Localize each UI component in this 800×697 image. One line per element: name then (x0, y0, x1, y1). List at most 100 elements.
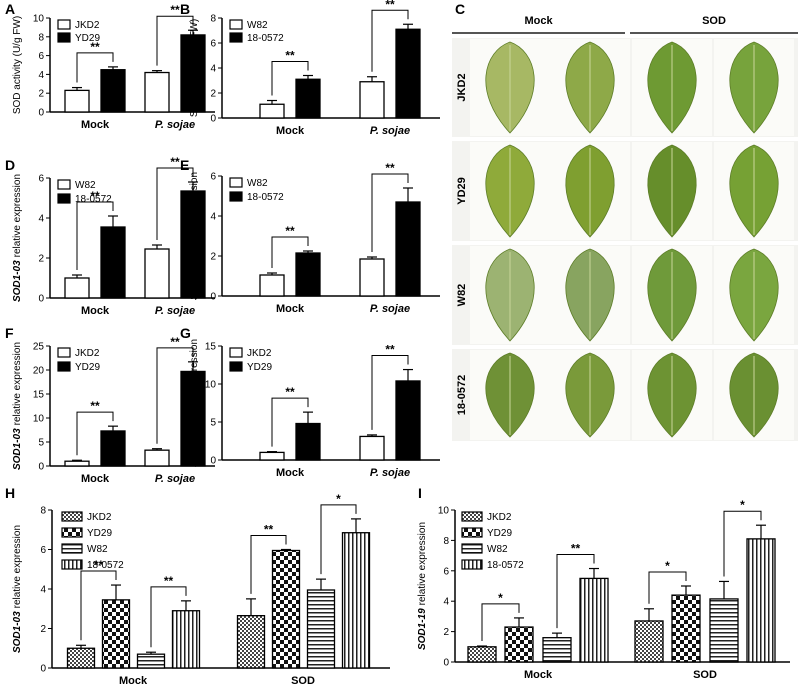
bar (259, 274, 285, 297)
legend-swatch (57, 179, 71, 190)
column-header: Mock (524, 15, 553, 27)
significance-label: ** (264, 523, 274, 537)
legend-label: W82 (247, 20, 268, 31)
y-axis-label-text: relative expression (417, 522, 428, 605)
y-tick-label: 0 (210, 456, 216, 467)
y-axis-label-gene: SOD1-19 (189, 258, 200, 300)
legend-swatch (57, 32, 71, 43)
significance-label: ** (164, 574, 174, 588)
significance-bracket (271, 61, 309, 96)
y-tick-label: 4 (38, 214, 44, 225)
bar (236, 615, 266, 669)
bar (144, 248, 170, 299)
bar (359, 435, 385, 461)
x-tick-label: Mock (81, 305, 110, 317)
y-tick-label: 2 (210, 89, 216, 100)
y-tick-label: 2 (38, 89, 44, 100)
significance-bracket (271, 397, 309, 447)
x-tick-label: Mock (276, 125, 305, 137)
bar (295, 422, 321, 461)
legend-swatch (229, 177, 243, 188)
bar (746, 538, 776, 663)
y-axis-label: SOD1-19 relative expression (417, 522, 428, 650)
legend-swatch (61, 527, 83, 538)
y-tick-label: 0 (40, 664, 46, 675)
y-axis-label-text: SOD activity (U/g FW) (189, 19, 200, 117)
legend-swatch (57, 19, 71, 30)
significance-bracket (723, 510, 762, 577)
y-tick-label: 6 (38, 174, 44, 185)
legend-label: W82 (487, 544, 508, 555)
x-tick-label: Mock (276, 303, 305, 315)
panel-letter: I (418, 485, 422, 501)
bar (144, 449, 170, 467)
x-tick-label: SOD (693, 669, 717, 681)
significance-bracket (150, 586, 187, 648)
significance-bracket (76, 201, 114, 270)
x-tick-label: Mock (276, 467, 305, 479)
y-tick-label: 4 (38, 70, 44, 81)
significance-label: ** (571, 542, 581, 556)
bar (341, 532, 371, 669)
significance-bracket (556, 554, 595, 629)
significance-bracket (156, 347, 194, 444)
y-tick-label: 10 (438, 506, 450, 517)
significance-bracket (250, 535, 287, 594)
significance-bracket (371, 173, 409, 252)
legend-swatch (461, 511, 483, 522)
row-label: JKD2 (456, 73, 468, 101)
significance-bracket (648, 571, 687, 604)
y-tick-label: 25 (33, 342, 45, 353)
y-axis-label: SOD1-03 relative expression (12, 525, 23, 653)
row-label: 18-0572 (456, 375, 468, 415)
y-axis-label-text: SOD activity (U/g FW) (12, 16, 23, 114)
panel-letter: A (5, 1, 15, 17)
bar (64, 460, 90, 467)
significance-label: * (665, 559, 670, 573)
significance-bracket (320, 504, 357, 575)
y-axis-label: SOD activity (U/g FW) (12, 16, 23, 114)
significance-label: ** (170, 335, 180, 349)
y-tick-label: 6 (443, 566, 449, 577)
bar (144, 71, 170, 113)
y-tick-label: 6 (38, 51, 44, 62)
y-axis-label: SOD activity (U/g FW) (189, 19, 200, 117)
y-axis-label: SOD1-19 relative expression (189, 339, 200, 467)
bar (395, 201, 421, 297)
legend-swatch (61, 511, 83, 522)
significance-bracket (371, 9, 409, 72)
legend-label: 18-0572 (75, 194, 112, 205)
y-tick-label: 10 (205, 380, 217, 391)
y-axis-label-gene: SOD1-03 (12, 428, 23, 470)
legend-swatch (461, 527, 483, 538)
bar (295, 78, 321, 119)
significance-label: * (336, 492, 341, 506)
bar (359, 81, 385, 119)
legend-label: 18-0572 (247, 192, 284, 203)
bar (66, 647, 96, 669)
y-axis-label-gene: SOD1-03 (12, 611, 23, 653)
y-tick-label: 0 (443, 658, 449, 669)
bar (634, 620, 664, 663)
bar (180, 370, 206, 467)
x-tick-label: P. sojae (370, 125, 410, 137)
legend-swatch (229, 191, 243, 202)
y-axis-label-text: relative expression (189, 339, 200, 422)
y-axis-label-text: relative expression (12, 342, 23, 425)
legend-swatch (461, 543, 483, 554)
row-label: W82 (456, 284, 468, 307)
y-tick-label: 6 (210, 39, 216, 50)
bar (579, 577, 609, 663)
x-tick-label: Mock (119, 675, 148, 687)
significance-bracket (481, 603, 520, 642)
y-axis-label-text: relative expression (12, 525, 23, 608)
y-axis-label-gene: SOD1-03 (12, 260, 23, 302)
legend-label: W82 (87, 544, 108, 555)
legend-label: YD29 (75, 362, 100, 373)
y-tick-label: 15 (33, 390, 45, 401)
legend-label: JKD2 (487, 512, 512, 523)
panel-letter: E (180, 157, 189, 173)
x-tick-label: SOD (291, 675, 315, 687)
bar (709, 598, 739, 663)
